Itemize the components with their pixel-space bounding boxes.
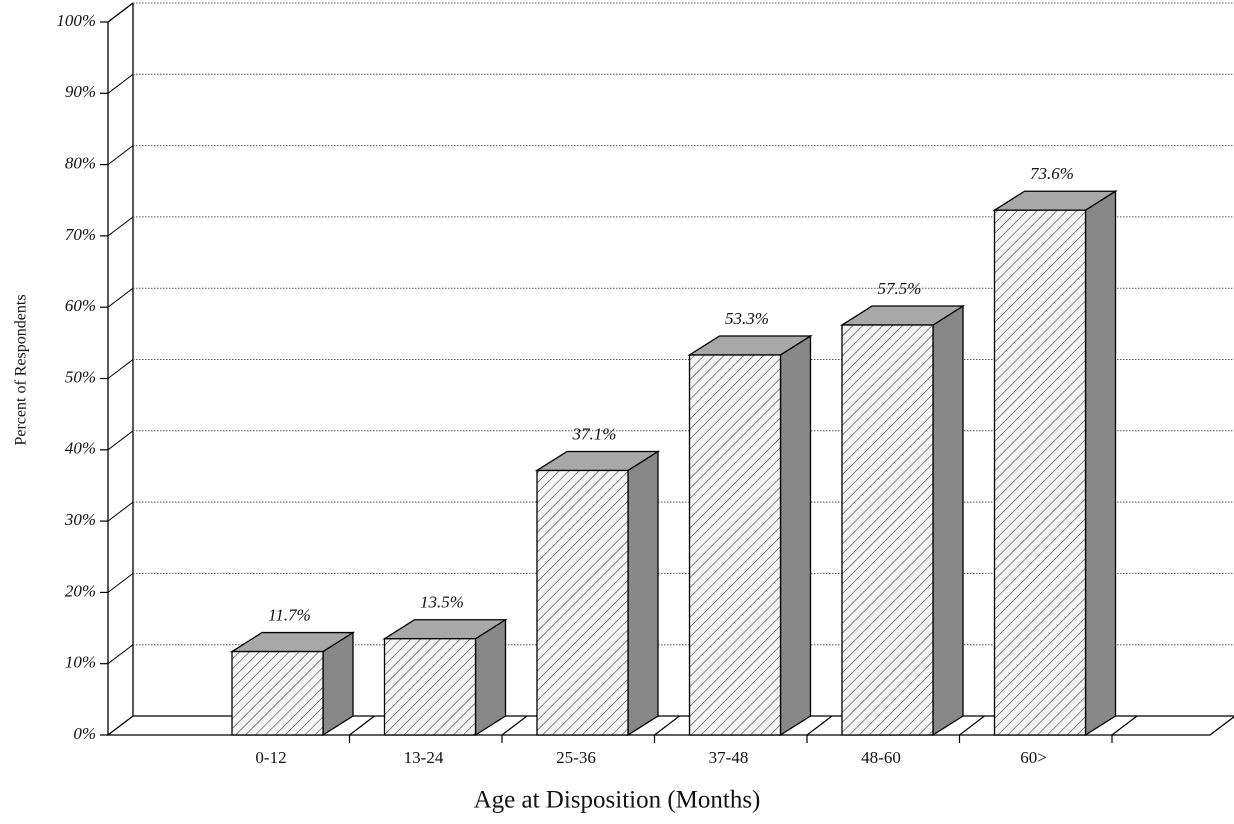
bar-side <box>779 334 812 737</box>
y-tick-label: 80% <box>65 154 96 173</box>
x-tick-label: 0-12 <box>255 748 286 767</box>
grid-line <box>107 145 134 165</box>
floor-divider <box>349 715 375 736</box>
value-label: 13.5% <box>420 593 464 612</box>
x-tick-label: 25-36 <box>556 748 596 767</box>
value-label: 53.3% <box>725 309 769 328</box>
y-tick-label: 70% <box>65 225 96 244</box>
bar <box>536 469 629 736</box>
bar-side <box>474 618 507 737</box>
y-tick-label: 10% <box>65 653 96 672</box>
y-tick-label: 0% <box>73 724 96 743</box>
bar <box>383 638 477 736</box>
grid-line <box>107 573 134 593</box>
y-tick-label: 50% <box>65 367 96 386</box>
x-tick-label: 60> <box>1020 748 1047 767</box>
value-label: 37.1% <box>572 424 617 443</box>
y-tick-label: 30% <box>64 510 96 529</box>
bar <box>841 324 934 736</box>
grid-line <box>107 359 134 379</box>
x-axis-label: Age at Disposition (Months) <box>474 787 761 814</box>
value-label: 57.5% <box>878 279 922 298</box>
bar-side <box>627 450 659 737</box>
x-tick-label: 48-60 <box>861 748 901 767</box>
y-tick-label: 20% <box>65 581 96 600</box>
floor-divider <box>806 715 833 736</box>
grid-line <box>107 501 134 522</box>
bar <box>231 650 324 736</box>
floor-divider <box>959 715 985 736</box>
value-label: 11.7% <box>268 605 311 624</box>
value-label: 73.6% <box>1030 164 1074 183</box>
bar-side <box>932 304 964 737</box>
floor-divider <box>654 715 680 736</box>
y-tick-label: 60% <box>65 296 96 315</box>
grid-line <box>107 287 134 308</box>
grid-line <box>107 644 134 665</box>
y-tick-label: 40% <box>65 439 96 458</box>
y-axis-label: Percent of Respondents <box>13 294 30 445</box>
x-tick-label: 37-48 <box>709 748 749 767</box>
floor-divider <box>1111 715 1138 736</box>
bar-side <box>1084 190 1117 737</box>
grid-line <box>107 216 134 237</box>
grid-line <box>107 2 134 23</box>
grid-line <box>107 430 134 451</box>
y-tick-label: 90% <box>65 82 96 101</box>
grid-line <box>107 73 134 94</box>
y-tick-label: 100% <box>56 11 96 30</box>
bar <box>688 354 782 736</box>
floor-divider <box>501 715 528 736</box>
x-tick-label: 13-24 <box>404 748 444 767</box>
bar <box>993 209 1087 736</box>
